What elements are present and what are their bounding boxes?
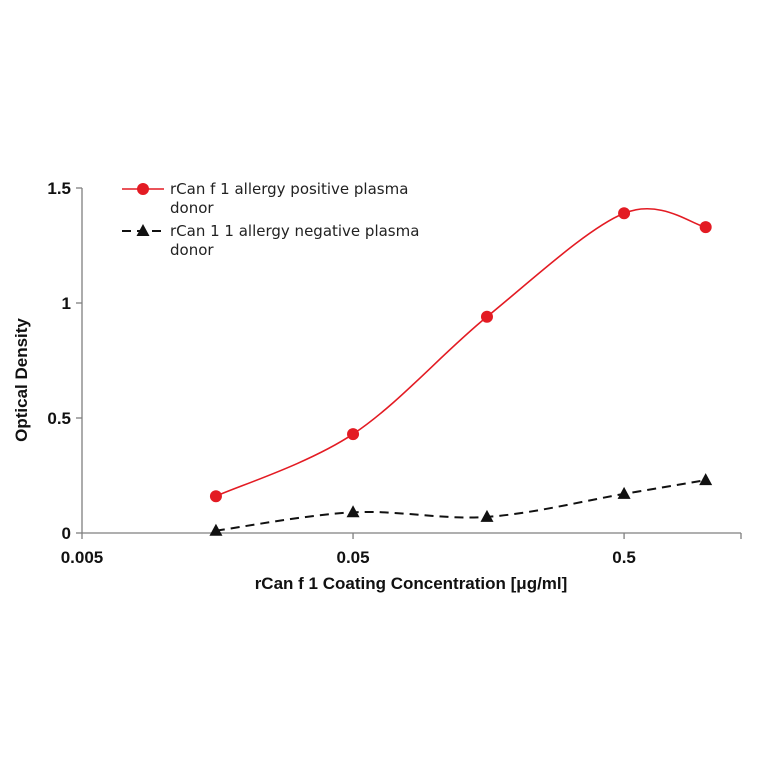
legend-label: rCan 1 1 allergy negative plasma [170, 222, 419, 240]
legend-label: rCan f 1 allergy positive plasma [170, 180, 408, 198]
data-point-circle [618, 207, 631, 220]
series-2 [209, 473, 713, 536]
legend-label-line2: donor [170, 199, 214, 217]
y-tick-label: 0.5 [47, 409, 71, 428]
data-point-circle [480, 310, 493, 323]
data-point-triangle [699, 473, 713, 486]
data-point-triangle [209, 523, 223, 536]
y-tick-label: 1 [62, 294, 71, 313]
series-1 [209, 207, 712, 503]
x-tick-label: 0.005 [61, 548, 104, 567]
data-point-circle [699, 221, 712, 234]
data-point-triangle [617, 486, 631, 499]
data-point-circle [209, 490, 222, 503]
x-axis-title: rCan f 1 Coating Concentration [μg/ml] [255, 574, 568, 593]
x-tick-label: 0.05 [336, 548, 369, 567]
series-line [215, 479, 706, 532]
data-point-triangle [480, 509, 494, 522]
x-tick-label: 0.5 [612, 548, 636, 567]
data-point-triangle [346, 505, 360, 518]
axes: 0 0.5 1 1.5 0.005 0.05 0.5 [47, 179, 742, 567]
legend: rCan f 1 allergy positive plasmadonorrCa… [122, 180, 419, 259]
y-tick-label: 0 [62, 524, 71, 543]
data-point-circle [137, 183, 149, 195]
series-line [215, 207, 706, 497]
data-point-triangle [136, 224, 150, 236]
data-point-circle [347, 428, 360, 441]
legend-label-line2: donor [170, 241, 214, 259]
series-layer [209, 207, 713, 536]
y-axis-title: Optical Density [12, 318, 31, 442]
y-tick-label: 1.5 [47, 179, 71, 198]
